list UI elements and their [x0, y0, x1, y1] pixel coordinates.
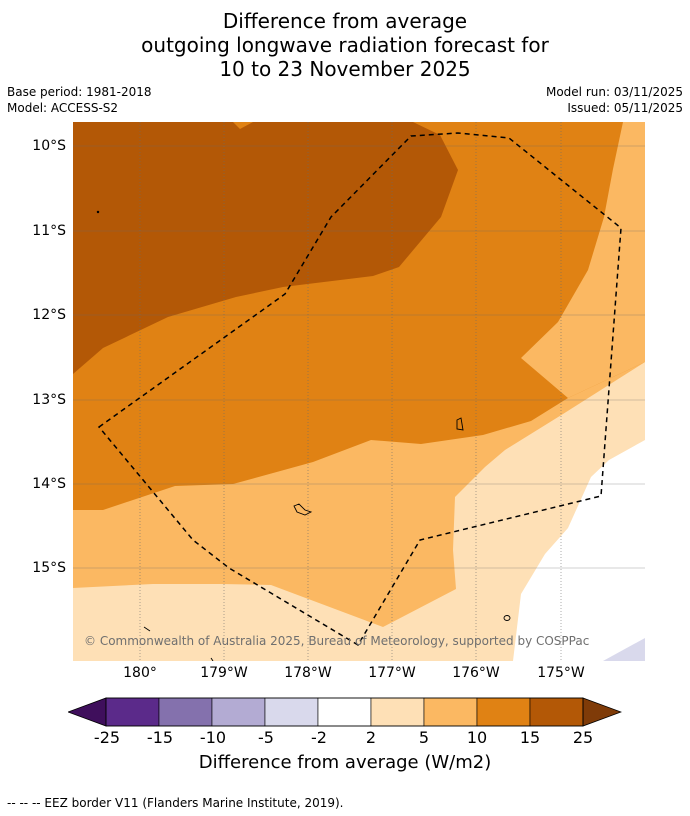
colorbar-tick-15: 15 — [519, 728, 541, 747]
chart-title-line-3: 10 to 23 November 2025 — [219, 57, 471, 81]
colorbar-cell — [105, 697, 160, 727]
lat-label-11s: 11°S — [32, 223, 66, 239]
lon-label-176w: 176°W — [452, 665, 500, 681]
band-neutral — [513, 440, 645, 661]
lat-label-15s: 15°S — [32, 560, 66, 576]
model-name: Model: ACCESS-S2 — [7, 101, 119, 115]
colorbar-tick-m25: -25 — [93, 728, 121, 747]
band-2-5 — [73, 362, 645, 661]
colorbar-over-arrow — [582, 697, 622, 727]
chart-title-line-1: Difference from average — [222, 9, 468, 33]
eez-border — [97, 132, 622, 647]
lon-label-177w: 177°W — [368, 665, 416, 681]
colorbar-tick-25: 25 — [572, 728, 594, 747]
colorbar — [68, 697, 622, 727]
eez-legend-note: -- -- -- EEZ border V11 (Flanders Marine… — [7, 796, 344, 810]
issued-date: Issued: 05/11/2025 — [567, 101, 683, 115]
colorbar-tick-m10: -10 — [199, 728, 227, 747]
copyright-notice: © Commonwealth of Australia 2025, Bureau… — [84, 634, 589, 648]
colorbar-cell — [211, 697, 266, 727]
lat-gridlines — [73, 145, 645, 569]
colorbar-tick-m5: -5 — [258, 728, 274, 747]
model-run: Model run: 03/11/2025 — [545, 85, 683, 99]
colorbar-cell — [317, 697, 372, 727]
colorbar-tick-2: 2 — [365, 728, 377, 747]
islands — [96, 210, 511, 661]
colorbar-cell — [264, 697, 319, 727]
colorbar-cell — [370, 697, 425, 727]
colorbar-cell — [423, 697, 478, 727]
chart-title-line-2: outgoing longwave radiation forecast for — [141, 33, 549, 57]
lon-label-178w: 178°W — [284, 665, 332, 681]
lat-label-14s: 14°S — [32, 476, 66, 492]
colorbar-tick-m15: -15 — [146, 728, 174, 747]
lat-label-10s: 10°S — [32, 138, 66, 154]
colorbar-tick-5: 5 — [418, 728, 430, 747]
lon-label-180: 180° — [123, 665, 157, 681]
colorbar-under-arrow — [68, 697, 107, 727]
colorbar-tick-m2: -2 — [311, 728, 327, 747]
anomaly-map: © Commonwealth of Australia 2025, Bureau… — [73, 122, 645, 661]
colorbar-cell — [476, 697, 531, 727]
band-neg-2-5 — [603, 638, 645, 661]
colorbar-tick-10: 10 — [466, 728, 488, 747]
colorbar-label: Difference from average (W/m2) — [198, 752, 492, 773]
lat-label-12s: 12°S — [32, 307, 66, 323]
lon-label-179w: 179°W — [200, 665, 248, 681]
lon-label-175w: 175°W — [537, 665, 585, 681]
lat-label-13s: 13°S — [32, 392, 66, 408]
colorbar-cell — [158, 697, 213, 727]
colorbar-cell — [529, 697, 584, 727]
base-period: Base period: 1981-2018 — [7, 85, 152, 99]
